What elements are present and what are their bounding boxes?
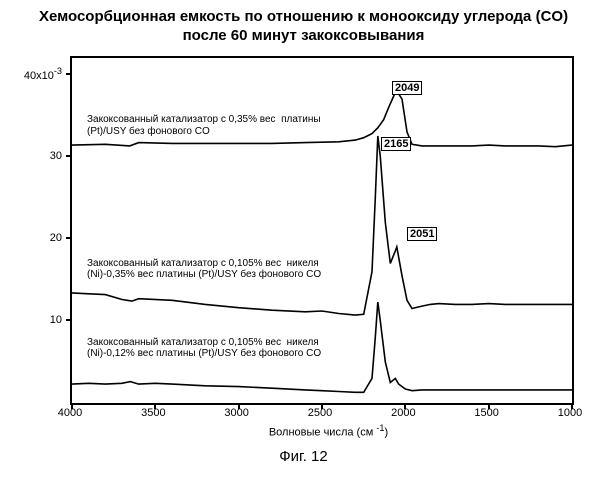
figure-container: Хемосорбционная емкость по отношению к м… xyxy=(0,0,607,465)
x-tick: 2500 xyxy=(308,407,332,419)
chart-wrap: Закоксованный катализатор с 0,35% вес пл… xyxy=(70,56,587,439)
series-ni0105_pt035 xyxy=(72,136,572,315)
x-tick: 1000 xyxy=(558,407,582,419)
plot-area: Закоксованный катализатор с 0,35% вес пл… xyxy=(70,56,574,405)
series-label-pt035: Закоксованный катализатор с 0,35% вес пл… xyxy=(87,114,321,137)
series-label-ni0105_pt035: Закоксованный катализатор с 0,105% вес н… xyxy=(87,258,321,281)
y-tick-top: 40x10-3 xyxy=(24,66,72,82)
x-tick: 2000 xyxy=(391,407,415,419)
figure-caption: Фиг. 12 xyxy=(0,448,607,465)
chart-title: Хемосорбционная емкость по отношению к м… xyxy=(0,0,607,50)
peak-label-2049: 2049 xyxy=(392,81,422,95)
x-tick: 1500 xyxy=(474,407,498,419)
x-tick-row: 4000350030002500200015001000 xyxy=(70,405,570,421)
x-axis-label: Волновые числа (см -1) xyxy=(70,423,587,439)
peak-label-2051: 2051 xyxy=(407,227,437,241)
series-label-ni0105_pt012: Закоксованный катализатор с 0,105% вес н… xyxy=(87,337,321,360)
x-tick: 3000 xyxy=(224,407,248,419)
x-tick: 3500 xyxy=(141,407,165,419)
x-tick: 4000 xyxy=(58,407,82,419)
peak-label-2165: 2165 xyxy=(381,137,411,151)
